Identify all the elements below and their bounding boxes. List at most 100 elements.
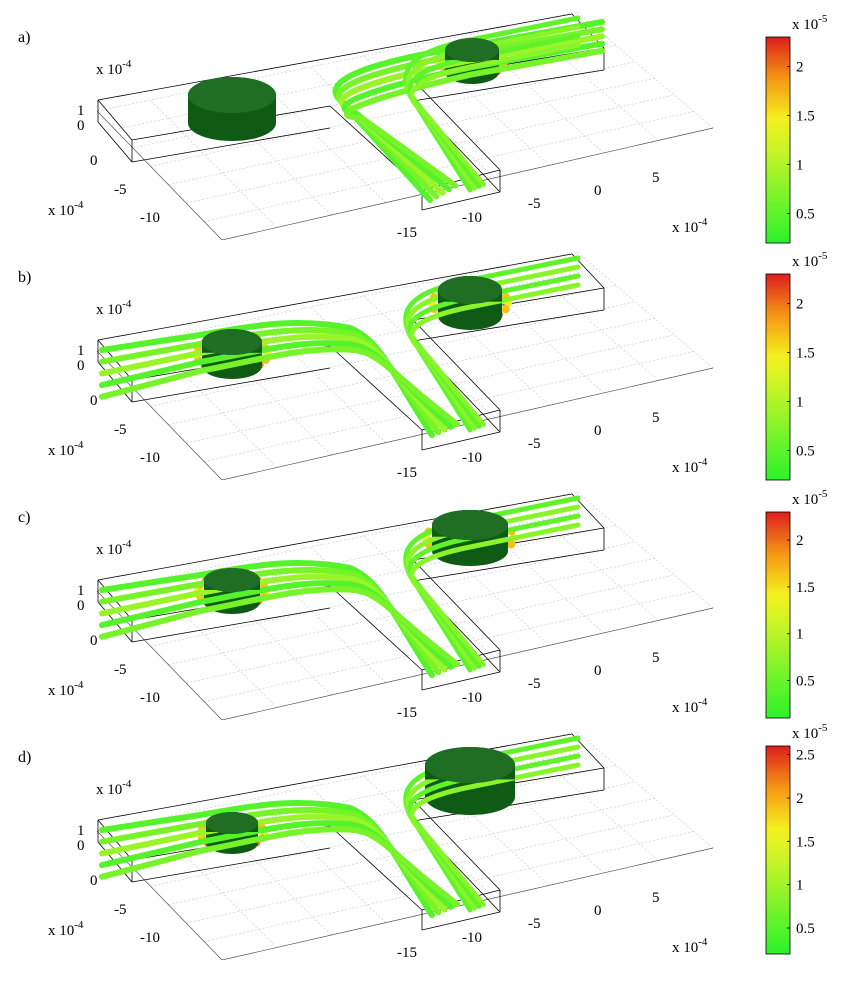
obstacle-top — [206, 812, 258, 834]
y-axis-multiplier: x 10-4 — [48, 679, 84, 699]
y-tick: 0 — [90, 873, 98, 889]
multiplier-exponent: -4 — [74, 439, 84, 451]
channel-edge — [97, 733, 573, 821]
multiplier-exponent: -4 — [122, 58, 132, 70]
x-tick: -5 — [528, 436, 541, 452]
streamline — [344, 47, 605, 189]
streamline — [409, 282, 581, 428]
colorbar: x 10-5 2.5 2 1.5 1 0.5 — [760, 724, 848, 958]
grid-line — [186, 574, 675, 684]
colorbar-tick: 2.5 — [796, 748, 815, 764]
multiplier-exponent: -4 — [698, 456, 708, 468]
colorbar-tick: 0.5 — [796, 921, 815, 937]
colorbar-tick: 1 — [796, 395, 804, 411]
grid-line — [204, 351, 694, 462]
x-axis-multiplier: x 10-4 — [672, 216, 708, 236]
multiplier-exponent: -5 — [818, 15, 828, 25]
colorbar-tick: 1.5 — [796, 834, 815, 850]
grid-line — [96, 251, 578, 352]
x-tick: -15 — [397, 465, 417, 480]
grid-line — [186, 814, 675, 924]
channel-edge — [131, 367, 331, 403]
z-tick: 1 — [77, 823, 85, 839]
x-axis-multiplier: x 10-4 — [672, 456, 708, 476]
channel-edge — [97, 253, 573, 341]
streamlines — [99, 255, 581, 438]
streamline — [99, 826, 461, 908]
colorbar-tick: 2 — [796, 59, 804, 75]
colorbar-tick: 2 — [796, 791, 804, 807]
z-axis-multiplier: x 10-4 — [96, 298, 132, 318]
channel-edge — [412, 309, 605, 342]
grid-line — [96, 11, 578, 112]
colorbar-tick: 0.5 — [796, 674, 815, 690]
streamline — [99, 346, 461, 428]
colorbar-tick: 1 — [796, 878, 804, 894]
channel-edge — [97, 99, 133, 141]
x-tick: 5 — [652, 650, 660, 666]
x-tick: -10 — [462, 210, 482, 226]
obstacle-top — [188, 77, 276, 113]
y-tick: 0 — [90, 393, 98, 409]
channel-edge — [421, 191, 501, 211]
multiplier-exponent: -4 — [698, 696, 708, 708]
channel-edge — [421, 671, 501, 691]
panel-label: d) — [18, 749, 31, 766]
obstacle-top — [438, 276, 502, 304]
streamlines — [99, 495, 581, 678]
z-tick: 0 — [77, 358, 85, 374]
x-tick: 5 — [652, 890, 660, 906]
grid-line — [576, 731, 714, 849]
panel-d: d) x 10-4 1 0 0 -5 -10 x 10-4 -15 -10 -5 0 5 x 10-4 x … — [0, 720, 850, 960]
obstacle-top — [202, 329, 262, 355]
x-tick: -15 — [397, 705, 417, 720]
channel-edge — [412, 79, 501, 171]
x-tick: 0 — [594, 183, 602, 199]
multiplier-exponent: -4 — [74, 199, 84, 211]
colorbar-gradient — [765, 745, 791, 955]
panel-a: a) x 10-4 1 0 0 -5 -10 x 10-4 -15 -10 -5 0 5 x 10-4 x … — [0, 0, 850, 244]
streamline — [409, 762, 581, 908]
colorbar: x 10-5 2 1.5 1 0.5 — [760, 252, 848, 484]
grid-line — [150, 61, 636, 167]
channel-edge — [412, 319, 501, 411]
panel-label: a) — [18, 29, 30, 46]
x-tick: 5 — [652, 410, 660, 426]
z-tick: 0 — [77, 838, 85, 854]
grid-line — [150, 99, 277, 228]
z-tick: 0 — [77, 118, 85, 134]
channel-edge — [329, 585, 423, 671]
multiplier-exponent: -4 — [122, 538, 132, 550]
multiplier-exponent: -4 — [74, 679, 84, 691]
obstacle-top — [425, 747, 515, 783]
y-axis-multiplier: x 10-4 — [48, 439, 84, 459]
grid-line — [576, 251, 714, 369]
axis-line-y — [96, 110, 223, 240]
streamline — [409, 522, 581, 668]
y-tick: -10 — [140, 930, 160, 946]
panel-c: c) x 10-4 1 0 0 -5 -10 x 10-4 -15 -10 -5 0 5 x 10-4 x … — [0, 480, 850, 720]
multiplier-exponent: -4 — [74, 919, 84, 931]
x-tick: -10 — [462, 930, 482, 946]
grid-line — [256, 77, 386, 203]
obstacle-top — [445, 38, 499, 62]
multiplier-exponent: -5 — [818, 724, 828, 734]
stream-hotspot — [501, 305, 510, 314]
grid-line — [204, 111, 694, 222]
z-tick: 1 — [77, 583, 85, 599]
z-tick: 1 — [77, 103, 85, 119]
z-axis-multiplier: x 10-4 — [96, 778, 132, 798]
y-tick: 0 — [90, 633, 98, 649]
y-tick: -5 — [114, 182, 127, 198]
panel-label: b) — [18, 269, 31, 286]
channel-edge — [412, 799, 501, 891]
grid-line — [168, 317, 655, 426]
multiplier-exponent: -4 — [698, 936, 708, 948]
z-tick: 1 — [77, 343, 85, 359]
x-tick: -5 — [528, 196, 541, 212]
